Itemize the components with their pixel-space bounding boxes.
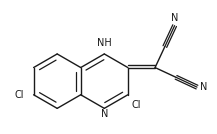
Text: N: N (200, 82, 207, 92)
Text: Cl: Cl (131, 100, 141, 110)
Text: NH: NH (97, 38, 112, 49)
Text: N: N (101, 109, 108, 119)
Text: N: N (171, 13, 178, 23)
Text: Cl: Cl (14, 90, 24, 100)
